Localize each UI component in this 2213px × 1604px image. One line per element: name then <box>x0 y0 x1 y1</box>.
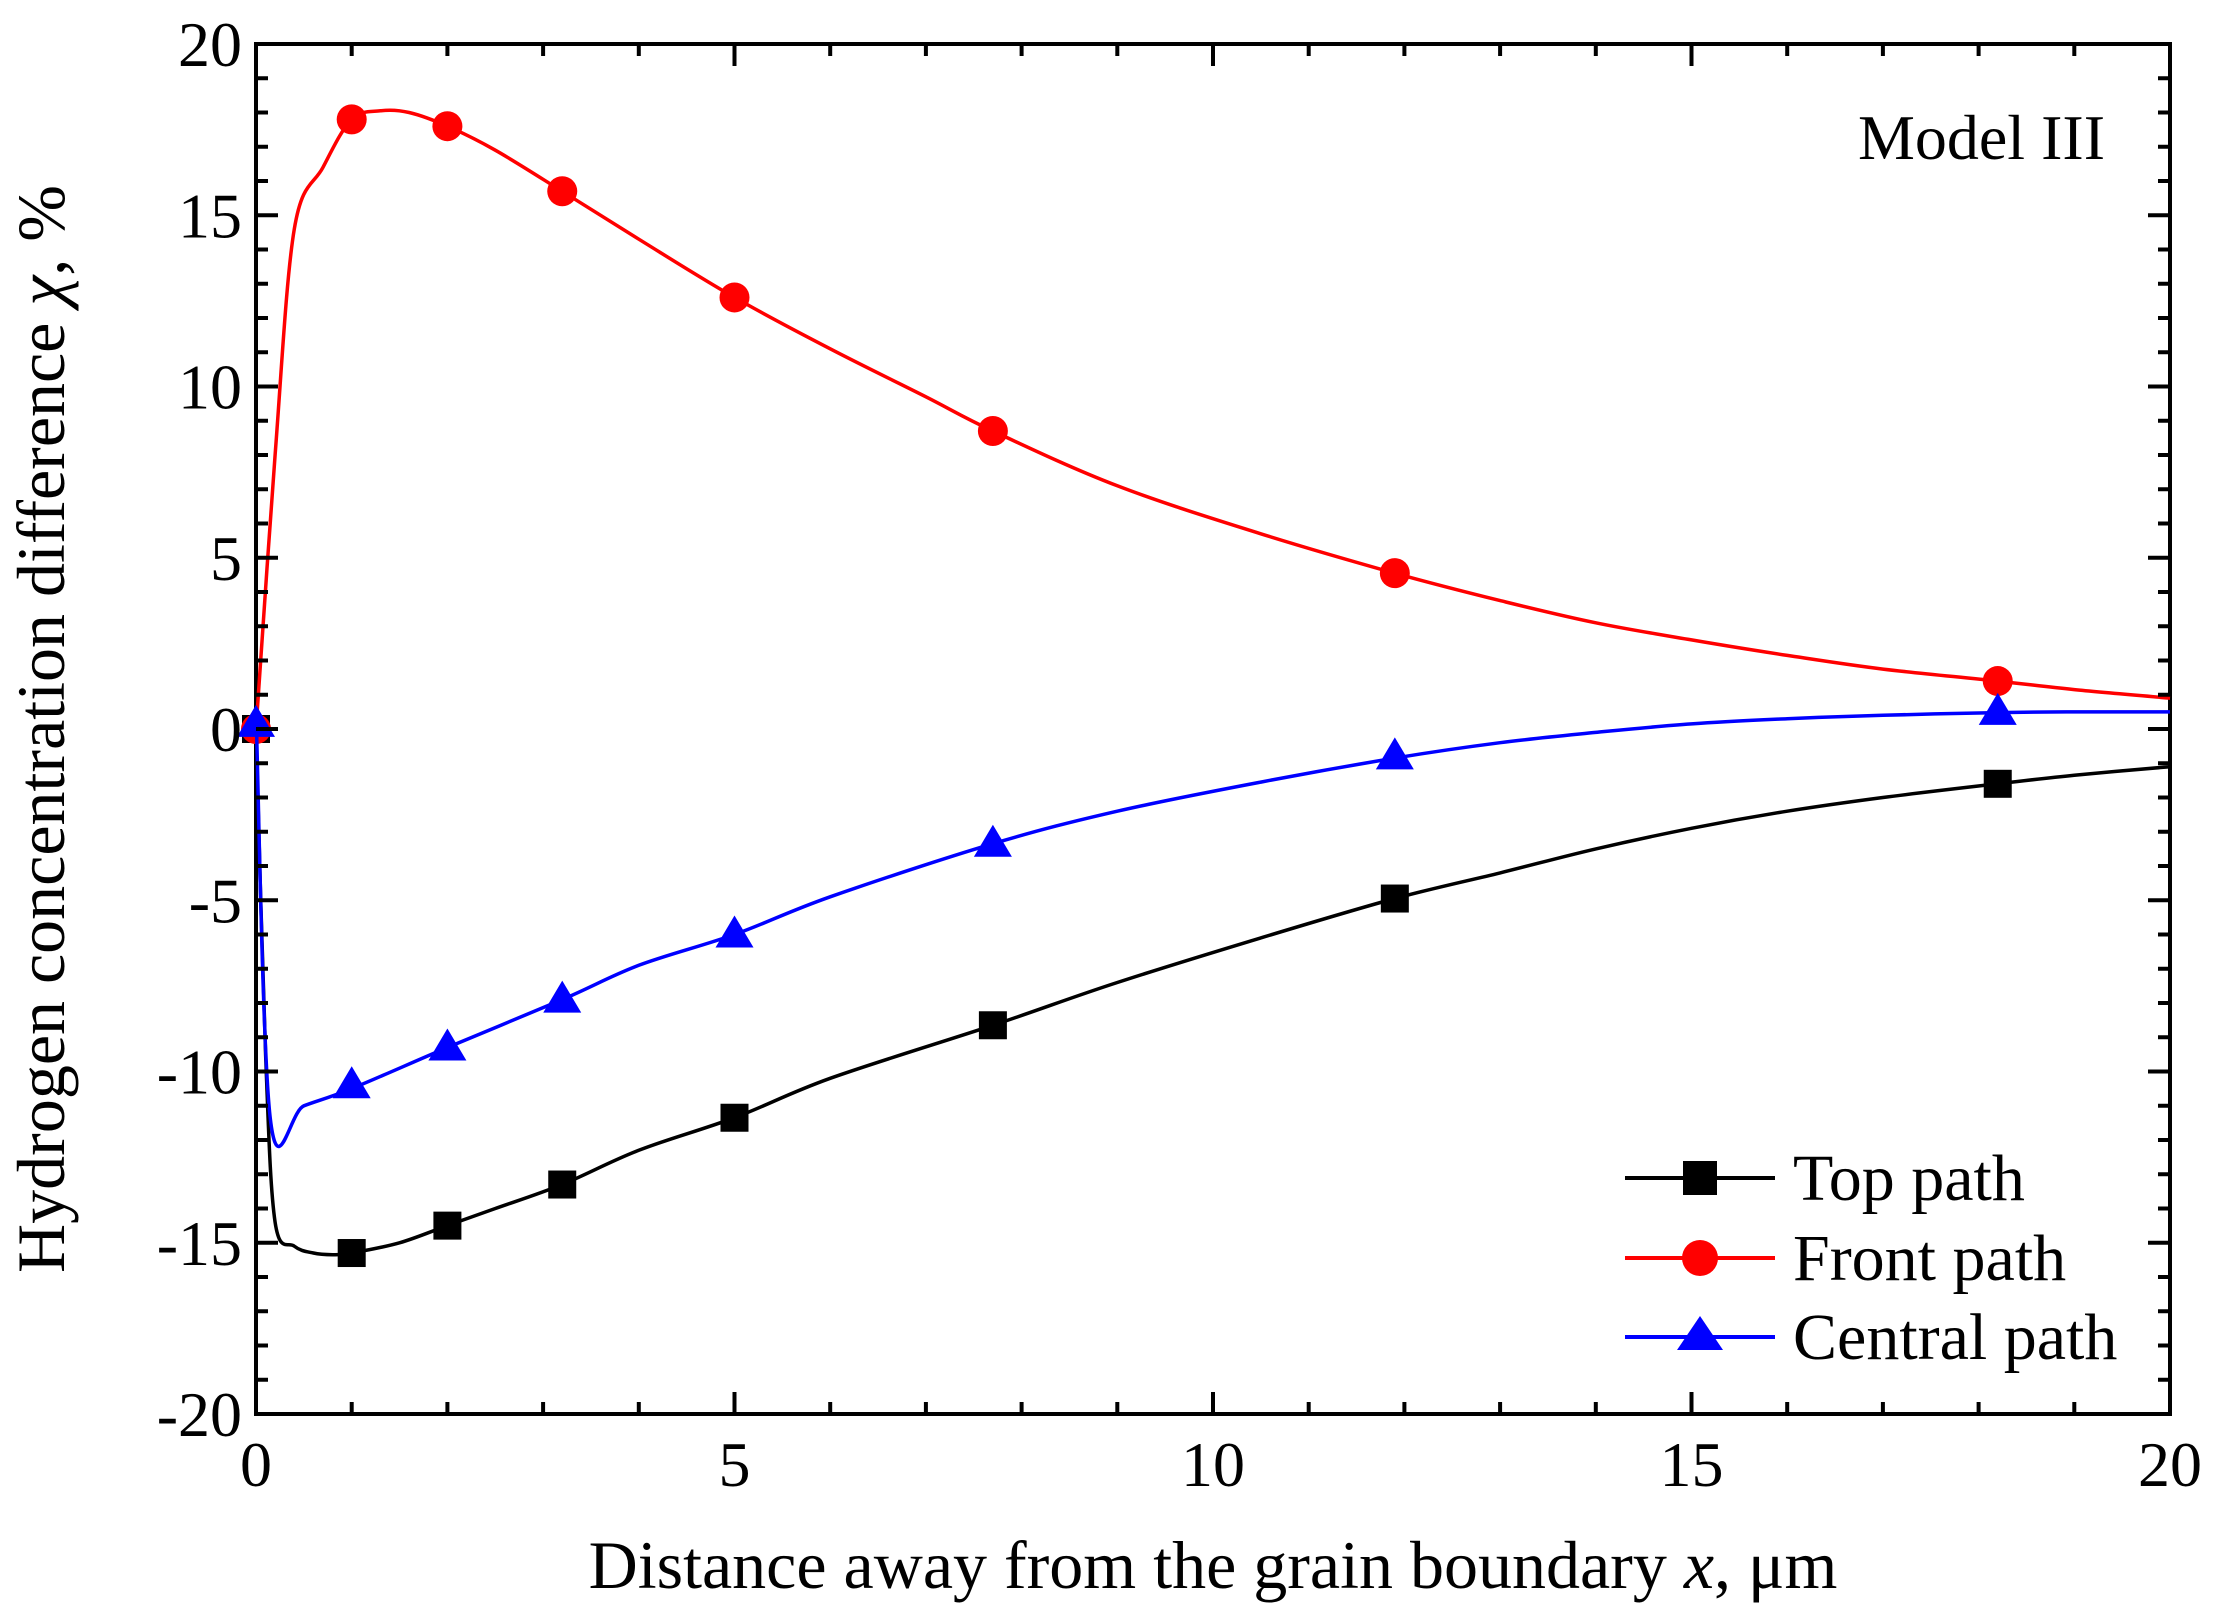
x-axis-title-text: Distance away from the grain boundary <box>589 1527 1684 1603</box>
x-tick-label: 20 <box>2138 1429 2202 1500</box>
y-axis-title-text: Hydrogen concentration difference <box>3 306 79 1273</box>
x-tick-label: 15 <box>1660 1429 1724 1500</box>
x-tick-label: 10 <box>1181 1429 1245 1500</box>
y-axis-title-unit: , % <box>3 185 79 276</box>
marker-front-path <box>336 104 367 135</box>
y-axis-title-symbol: χ <box>3 274 79 312</box>
y-tick-label: 20 <box>178 9 242 80</box>
ticks-layer: 0 5 10 15 20 -20 -15 -10 -5 0 5 10 15 20 <box>157 9 2202 1500</box>
x-axis-title: Distance away from the grain boundary x,… <box>589 1527 1838 1603</box>
line-top-path <box>254 728 2171 1257</box>
y-tick-label: -10 <box>157 1037 242 1108</box>
y-tick-label: 10 <box>178 352 242 423</box>
marker-central-path <box>1375 737 1414 770</box>
model-annotation: Model III <box>1858 102 2105 173</box>
marker-central-path <box>1978 692 2017 725</box>
line-central-path <box>254 710 2171 1149</box>
marker-top-path <box>548 1170 577 1199</box>
marker-top-path <box>1983 769 2012 798</box>
marker-top-path <box>720 1103 749 1132</box>
series-front-path <box>241 104 2171 744</box>
x-tick-label: 5 <box>719 1429 751 1500</box>
marker-front-path <box>1379 558 1410 589</box>
x-axis-title-unit: , μm <box>1714 1527 1837 1603</box>
y-tick-label: -20 <box>157 1379 242 1450</box>
marker-top-path <box>978 1011 1007 1040</box>
series-layer <box>237 104 2171 1268</box>
legend-label-front-path: Front path <box>1793 1222 2066 1295</box>
marker-central-path <box>332 1066 371 1099</box>
legend-item-central-path: Central path <box>1625 1301 2117 1374</box>
legend: Top path Front path Central path <box>1625 1142 2117 1374</box>
legend-item-top-path: Top path <box>1625 1142 2025 1215</box>
legend-marker-front-path <box>1682 1240 1718 1276</box>
marker-central-path <box>715 915 754 948</box>
marker-central-path <box>543 980 582 1013</box>
line-front-path <box>254 108 2171 730</box>
marker-front-path <box>977 416 1008 447</box>
marker-top-path <box>337 1239 366 1268</box>
legend-marker-central-path <box>1677 1316 1723 1350</box>
y-tick-label: 15 <box>178 180 242 251</box>
x-axis-title-symbol: x <box>1683 1527 1714 1603</box>
y-tick-label: -15 <box>157 1208 242 1279</box>
marker-front-path <box>719 282 750 313</box>
y-axis-title: Hydrogen concentration difference χ, % <box>3 185 79 1273</box>
legend-marker-top-path <box>1683 1161 1717 1195</box>
marker-top-path <box>433 1211 462 1240</box>
legend-label-top-path: Top path <box>1793 1142 2025 1215</box>
marker-front-path <box>432 111 463 142</box>
x-tick-label: 0 <box>240 1429 272 1500</box>
y-tick-label: 0 <box>210 694 242 765</box>
series-central-path <box>237 692 2171 1149</box>
marker-central-path <box>973 824 1012 857</box>
legend-label-central-path: Central path <box>1793 1301 2117 1374</box>
y-tick-label: 5 <box>210 523 242 594</box>
legend-item-front-path: Front path <box>1625 1222 2066 1295</box>
marker-front-path <box>1982 666 2013 697</box>
marker-top-path <box>1380 884 1409 913</box>
y-tick-label: -5 <box>189 865 242 936</box>
marker-front-path <box>547 176 578 207</box>
marker-central-path <box>428 1028 467 1061</box>
